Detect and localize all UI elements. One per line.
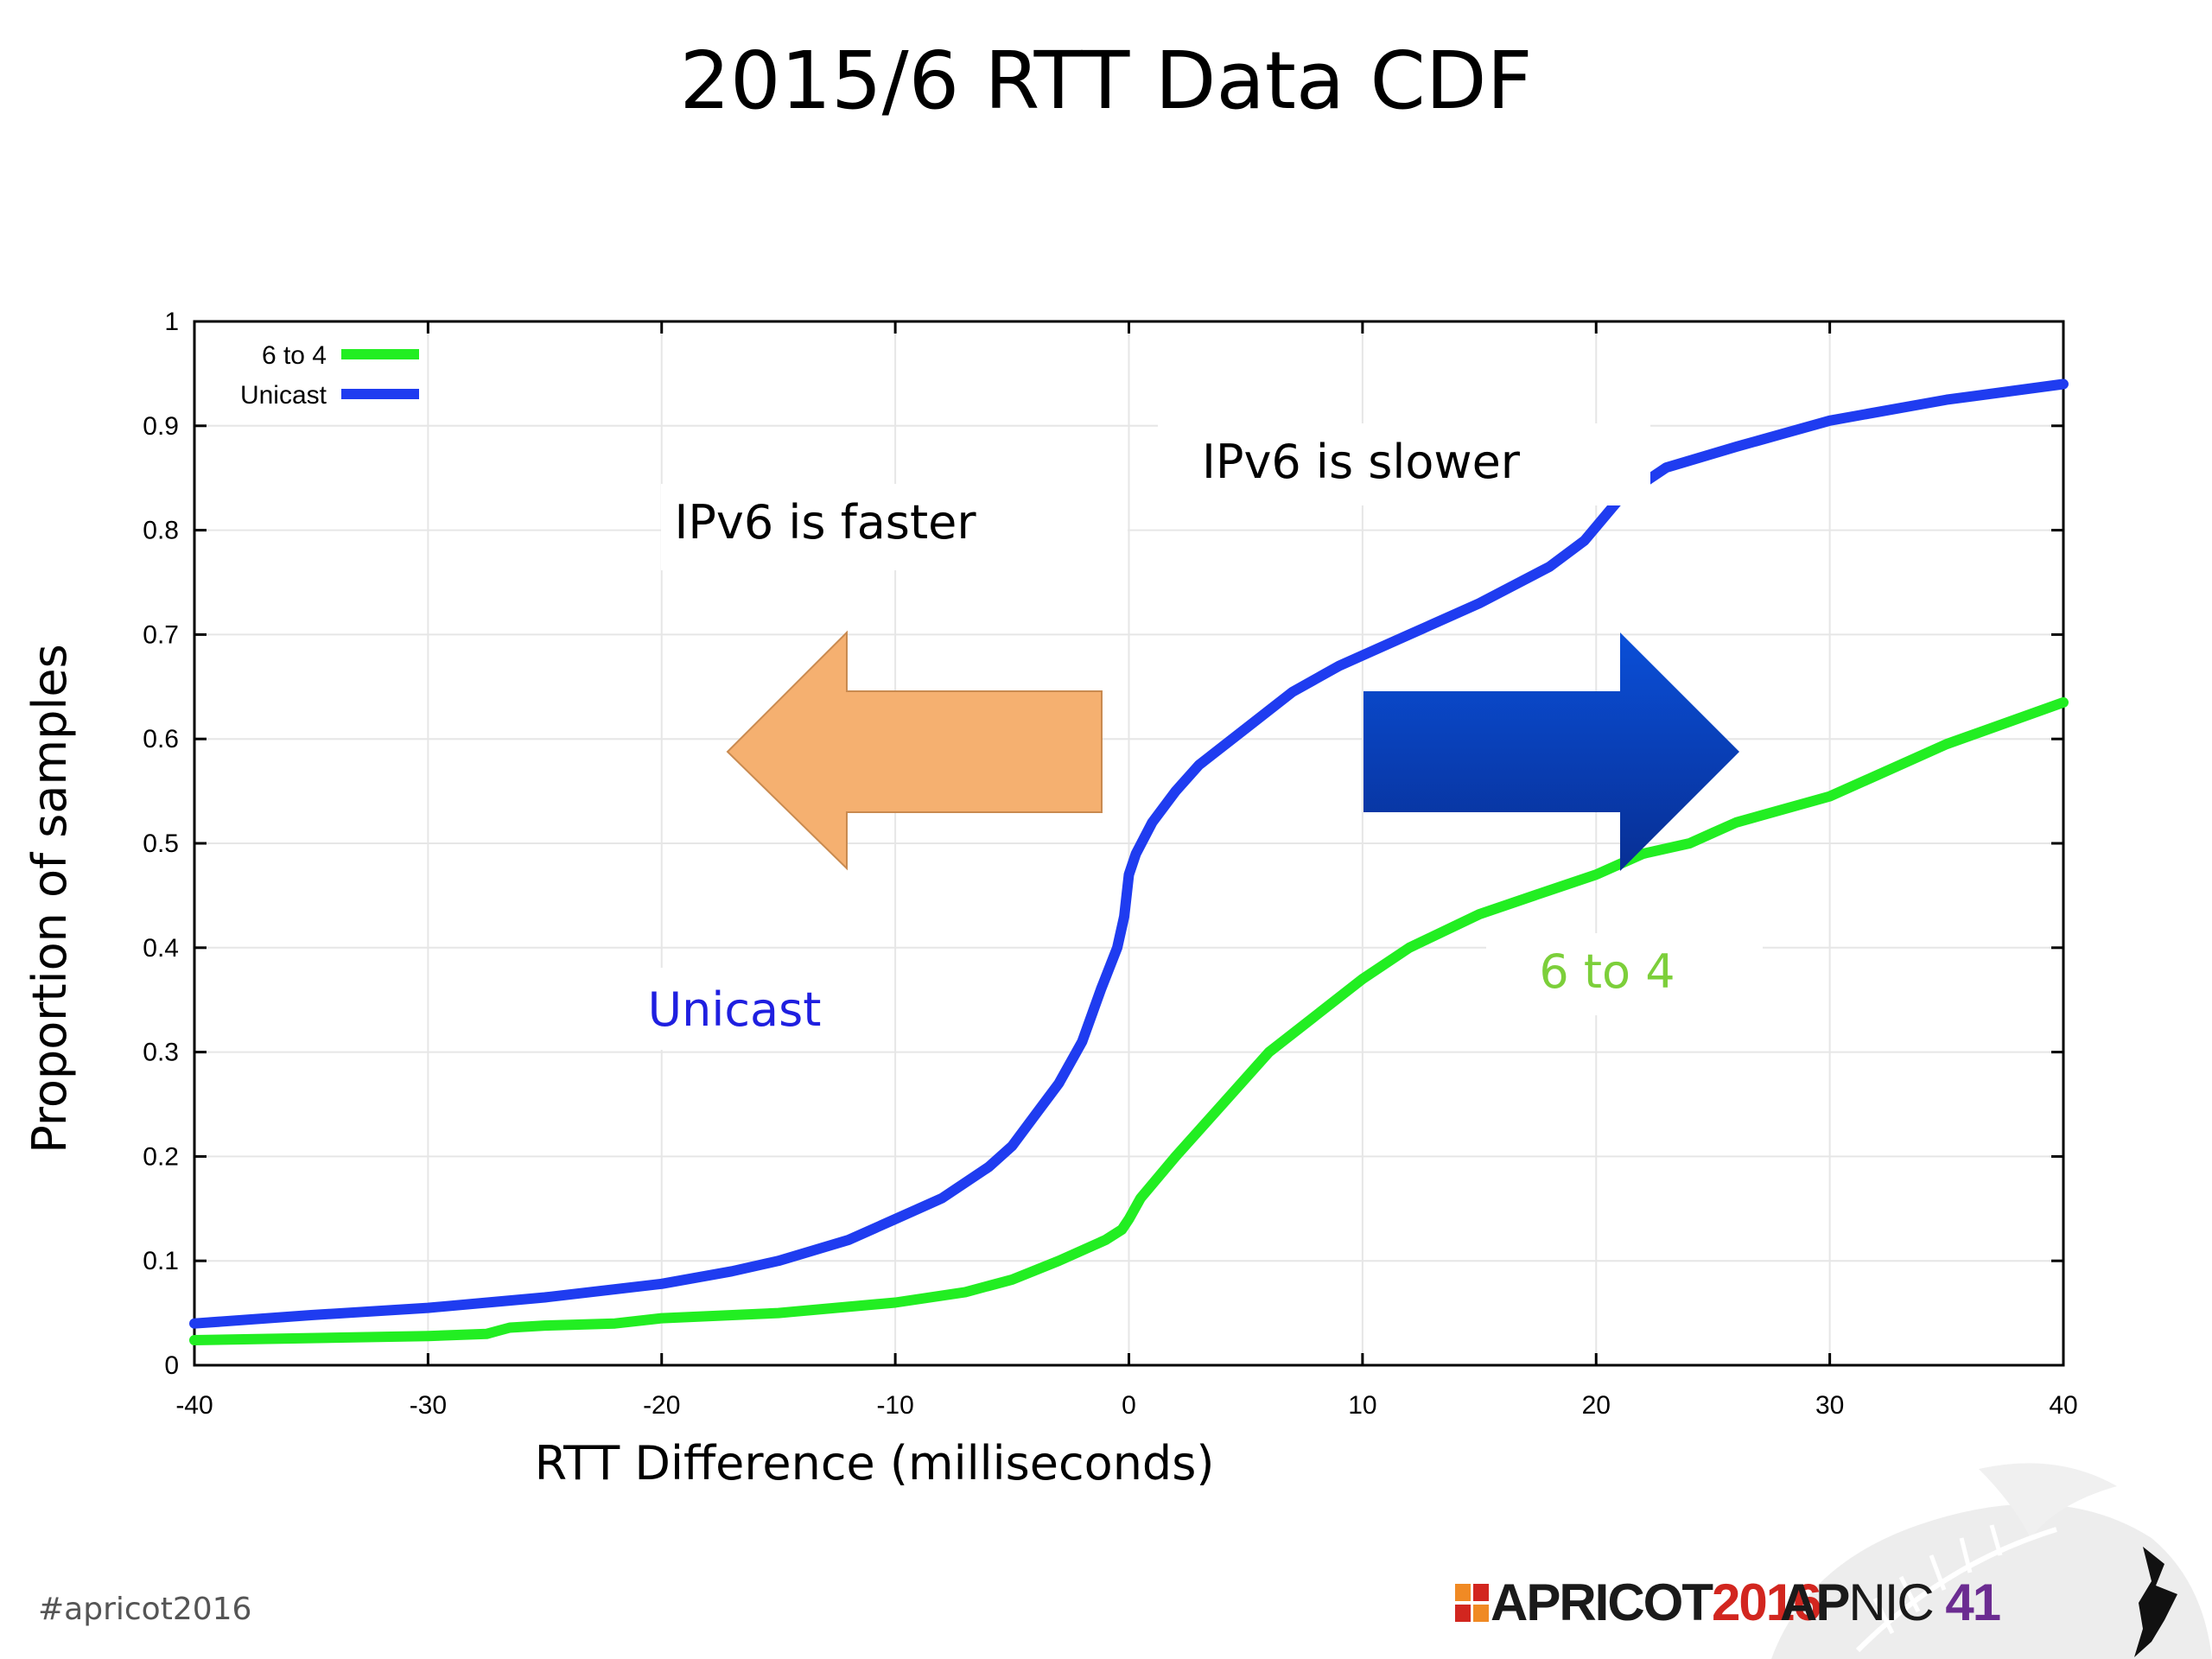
x-tick-label: -20: [643, 1391, 680, 1420]
x-tick-label: -30: [410, 1391, 447, 1420]
y-tick-label: 1: [164, 308, 179, 336]
x-tick-label: 0: [1122, 1391, 1136, 1420]
apricot-logo-icon: [1455, 1584, 1489, 1622]
y-tick-label: 0.4: [143, 934, 179, 963]
y-tick-label: 0.6: [143, 725, 179, 753]
x-tick-label: -10: [876, 1391, 913, 1420]
y-tick-label: 0: [164, 1351, 179, 1380]
axis-ticks: -40 -30 -20 -10 0 10 20 30 40 0 0.1 0.2 0.3 0.4 0.5 0.6…: [143, 308, 2077, 1420]
y-axis-label: Proportion of samples: [22, 644, 77, 1153]
y-tick-label: 0.5: [143, 830, 179, 858]
six-to-four-series-label: 6 to 4: [1539, 944, 1675, 999]
x-tick-label: 30: [1815, 1391, 1844, 1420]
unicast-label-bg: [631, 968, 890, 1050]
y-tick-label: 0.7: [143, 620, 179, 649]
x-tick-label: 40: [2049, 1391, 2077, 1420]
hashtag-text: #apricot2016: [38, 1592, 252, 1627]
y-tick-label: 0.2: [143, 1142, 179, 1171]
slower-arrow-right: [1363, 632, 1739, 871]
faster-label-bg: [661, 484, 1128, 570]
unicast-line: [189, 378, 2069, 1329]
series-lines: [189, 378, 2069, 1345]
legend-label: 6 to 4: [262, 341, 327, 370]
y-tick-label: 0.9: [143, 412, 179, 441]
slower-label-bg: [1158, 423, 1650, 505]
apnic-nic: NIC: [1848, 1573, 1934, 1631]
x-tick-label: 10: [1348, 1391, 1376, 1420]
faster-arrow-left: [726, 630, 1103, 871]
slower-label: IPv6 is slower: [1202, 435, 1521, 489]
y-tick-label: 0.1: [143, 1247, 179, 1275]
unicast-series-label: Unicast: [648, 982, 822, 1037]
y-tick-label: 0.8: [143, 517, 179, 545]
apricot-logo-text: APRICOT2016: [1491, 1573, 1821, 1632]
x-tick-label: 20: [1582, 1391, 1611, 1420]
apnic-logo-text: APNIC 41: [1780, 1573, 2001, 1632]
legend: 6 to 4 Unicast: [240, 341, 419, 410]
faster-label: IPv6 is faster: [674, 495, 976, 550]
apnic-ap: AP: [1780, 1573, 1850, 1631]
six-to-four-line: [189, 696, 2069, 1345]
x-axis-label: RTT Difference (milliseconds): [535, 1436, 1215, 1491]
apricot-year: 2016: [1712, 1573, 1821, 1631]
apnic-number: 41: [1945, 1573, 2001, 1631]
fern-watermark-icon: [1771, 1463, 2212, 1659]
x-tick-label: -40: [175, 1391, 213, 1420]
legend-label: Unicast: [240, 381, 327, 410]
y-tick-label: 0.3: [143, 1039, 179, 1067]
slide-title: 2015/6 RTT Data CDF: [679, 35, 1533, 127]
six-to-four-label-bg: [1486, 933, 1763, 1015]
apricot-word: APRICOT: [1491, 1573, 1713, 1631]
